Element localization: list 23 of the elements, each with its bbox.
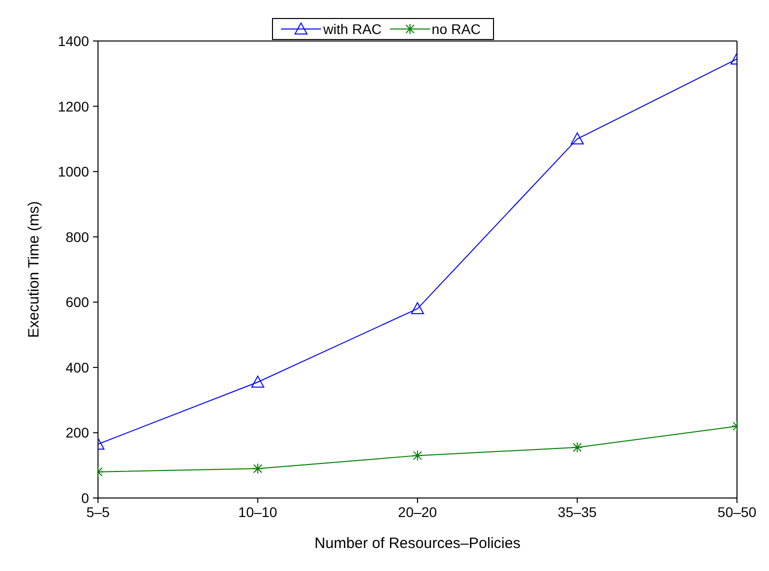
y-tick-label: 200 <box>66 424 90 441</box>
point <box>252 463 264 474</box>
y-tick-label: 1000 <box>58 164 90 180</box>
legend-label: with RAC <box>323 21 382 37</box>
legend-label: no RAC <box>432 21 481 37</box>
point <box>570 132 584 144</box>
point <box>572 442 583 453</box>
y-tick-label: 400 <box>66 359 90 376</box>
x-tick-label: 35–35 <box>558 504 597 520</box>
point <box>251 376 264 388</box>
y-tick-label: 0 <box>81 490 90 506</box>
point <box>411 302 424 314</box>
x-tick-label: 20–20 <box>398 504 438 520</box>
x-tick-label: 5–5 <box>86 504 110 520</box>
y-tick-label: 1200 <box>58 98 90 114</box>
x-axis-title: Number of Resources–Policies <box>314 535 520 552</box>
point <box>412 450 423 462</box>
y-axis-title: Execution Time (ms) <box>25 201 42 338</box>
y-tick-label: 800 <box>66 228 90 245</box>
x-tick-label: 10–10 <box>238 504 278 520</box>
y-tick-label: 600 <box>66 294 90 310</box>
y-tick-label: 1400 <box>58 32 90 49</box>
x-tick-label: 50–50 <box>718 504 757 520</box>
